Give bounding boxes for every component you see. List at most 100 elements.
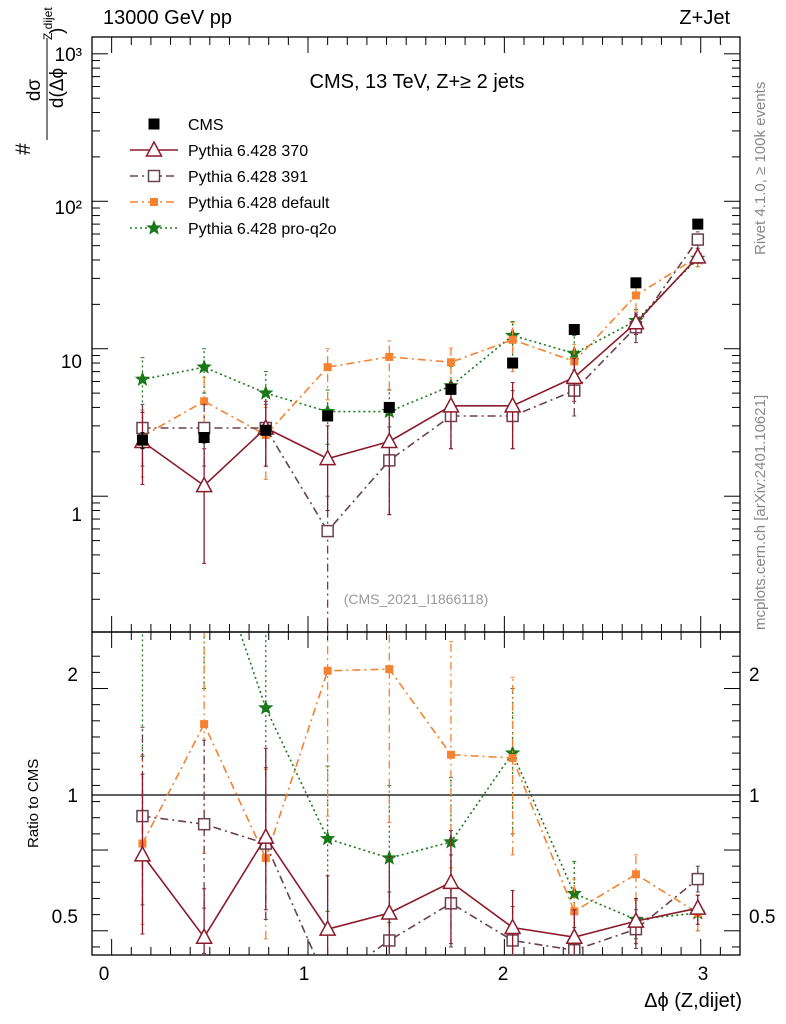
rivet-version-label: Rivet 4.1.0, ≥ 100k events [752,82,769,255]
data-point [691,233,705,246]
legend-marker [146,219,162,235]
svg-text:): ) [47,28,68,34]
data-point [195,476,213,493]
data-point [565,927,584,944]
main-plot-area [133,218,707,631]
ratio-tick-label-0.5: 0.5 [52,907,78,928]
data-point [442,396,460,413]
header-right-label: Z+Jet [679,7,730,29]
ratio-tick-label-right-0.5: 0.5 [749,907,775,928]
data-point [508,335,517,344]
data-point [627,911,645,928]
data-point [385,665,394,674]
svg-text:Z,dijet: Z,dijet [41,7,55,40]
data-point [566,885,582,901]
legend-label-pro-q2o: Pythia 6.428 pro-q2o [188,221,337,238]
data-point [503,396,522,413]
legend-marker [145,140,163,157]
data-point [383,401,395,413]
data-point [507,357,519,369]
y-tick-label-1000: 10³ [55,45,82,66]
data-point [445,383,457,395]
header-left-label: 13000 GeV pp [103,7,232,29]
legend-label-391: Pythia 6.428 391 [188,169,308,186]
data-point [323,363,332,372]
source-label: mcplots.cern.ch [arXiv:2401.10621] [752,395,769,630]
y-tick-label-10: 10 [61,352,82,373]
data-point [197,817,211,831]
analysis-tag: (CMS_2021_I1866118) [344,591,489,607]
series-line [239,633,698,921]
data-point [257,827,275,844]
data-point [134,371,151,386]
data-point [508,753,517,762]
data-point [380,431,399,449]
data-point [136,434,148,446]
data-point [200,397,209,406]
data-point [692,218,704,230]
legend-label-370: Pythia 6.428 370 [188,143,308,160]
data-point [631,870,640,879]
data-point [689,247,707,264]
data-point [385,352,394,361]
data-point [689,898,707,915]
legend-label-default: Pythia 6.428 default [188,195,330,212]
data-point [446,358,455,367]
x-tick-label-0: 0 [99,964,110,985]
x-tick-label-1: 1 [299,964,310,985]
data-point [319,830,336,846]
series-line [142,815,699,954]
data-point [318,919,337,936]
legend-markers [130,118,178,235]
series-line [141,835,698,939]
ratio-tick-label-1: 1 [67,786,78,807]
data-point [322,410,334,422]
legend-marker [148,118,160,130]
data-point [380,903,399,920]
data-point [446,750,455,759]
y-axis-label-main: # dσ d(Δϕ Z,dijet ) [12,7,68,155]
data-point [200,720,209,729]
data-point [198,432,210,444]
x-axis-label: Δϕ (Z,dijet) [644,990,742,1012]
axis-ticks [92,37,741,955]
data-point [260,424,272,436]
ratio-plot-frame [91,631,741,956]
ratio-tick-label-2: 2 [67,665,78,686]
data-point [631,291,640,300]
svg-text:d(Δϕ: d(Δϕ [47,68,68,108]
x-tick-label-3: 3 [698,964,709,985]
ratio-tick-label-right-2: 2 [749,665,760,686]
ratio-plot-area [133,633,707,990]
plot-title: CMS, 13 TeV, Z+≥ 2 jets [310,71,525,93]
ratio-tick-label-right-1: 1 [749,786,760,807]
series-line [142,256,699,487]
data-point [568,324,580,336]
data-point [442,872,460,890]
legend: CMS Pythia 6.428 370 Pythia 6.428 391 Py… [188,117,337,238]
series-line [142,257,699,413]
svg-text:#: # [12,143,35,155]
data-point [258,699,274,715]
data-point [323,666,332,675]
data-point [627,313,645,330]
data-point [258,384,274,400]
data-point [565,367,584,385]
y-tick-label-100: 10² [55,198,82,219]
svg-text:dσ: dσ [24,79,45,102]
legend-marker [150,198,158,206]
data-point [691,872,705,886]
data-point [133,845,152,862]
series-line [142,256,699,437]
data-point [322,979,333,990]
data-point [503,917,522,935]
data-point [630,277,642,289]
data-point [195,927,213,944]
legend-label-cms: CMS [188,117,224,134]
y-axis-label-ratio: Ratio to CMS [25,759,42,848]
data-point [197,421,211,435]
series-line [142,239,699,533]
x-tick-label-2: 2 [498,964,509,985]
legend-marker [147,169,161,183]
